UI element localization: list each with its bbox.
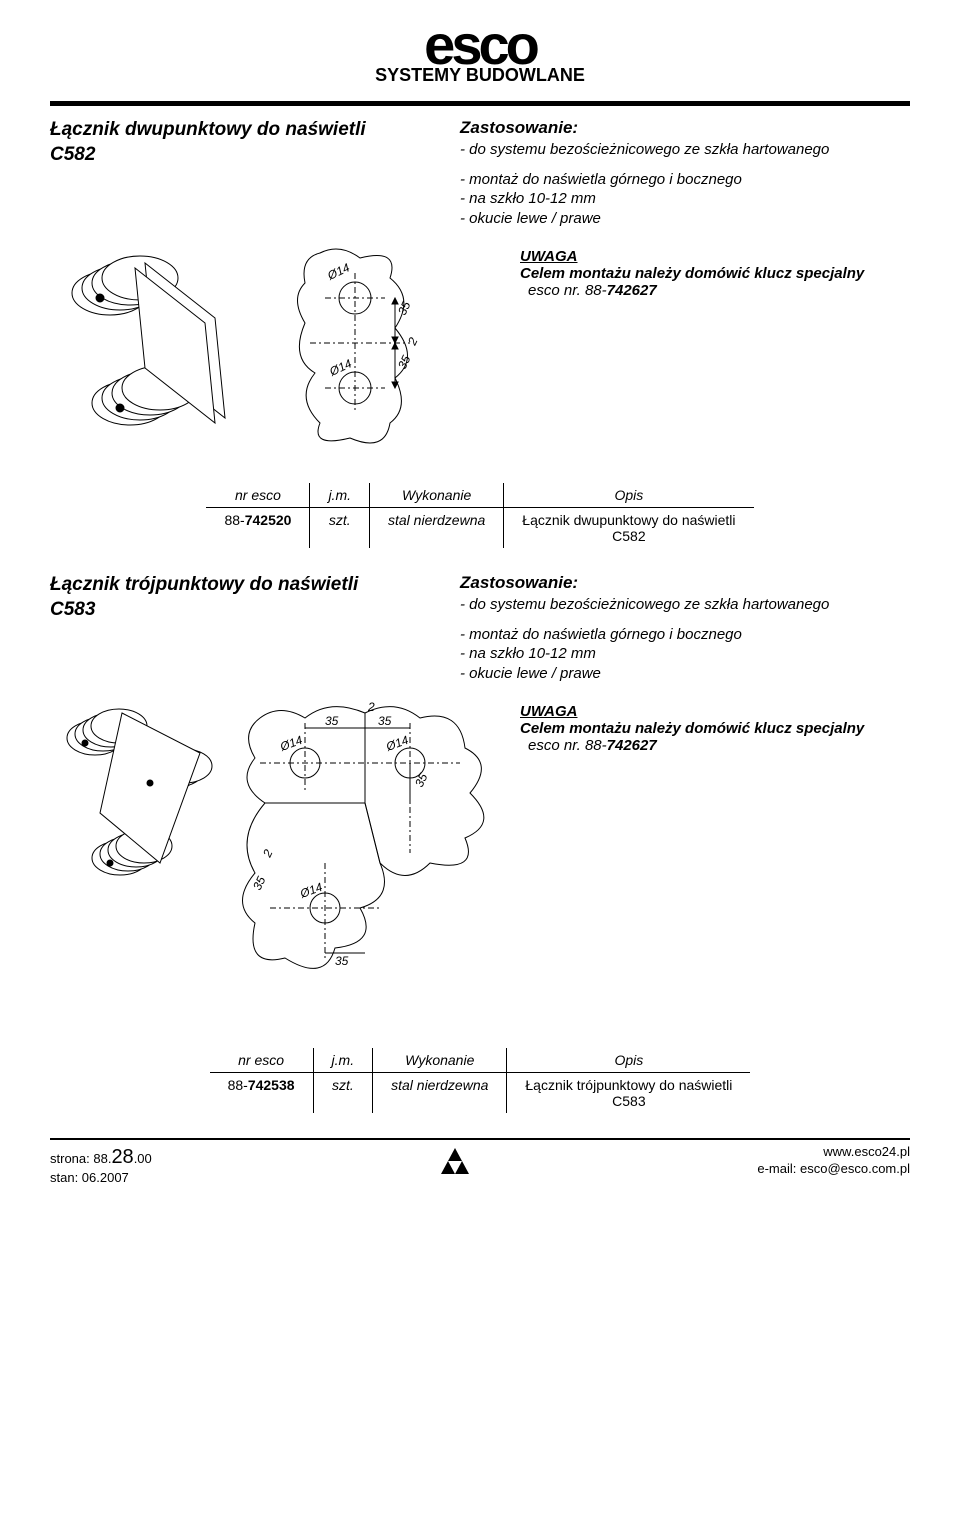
p1-dim-35a: 35 [395,299,413,317]
p1-opis-l1: Łącznik dwupunktowy do naświetli [522,512,735,528]
p1-part-bold: 742520 [245,512,292,528]
p1-dim-2: 2 [405,335,421,348]
footer-mid-icon [440,1144,470,1179]
p2-td-wyk: stal nierdzewna [373,1073,507,1114]
product2-2d: 35 35 2 Ø14 Ø14 35 2 35 Ø14 35 [230,693,520,1028]
product2-block: Łącznik trójpunktowy do naświetli C583 Z… [50,573,910,1113]
p1-td-wyk: stal nierdzewna [370,508,504,549]
header-rule [50,101,910,106]
product2-zast-heading: Zastosowanie: [460,573,910,593]
p2-th-nresco: nr esco [210,1048,313,1073]
product1-note: UWAGA Celem montażu należy domówić klucz… [520,238,910,299]
product2-detail2: - na szkło 10-12 mm [460,644,910,664]
footer-left: strona: 88.28.00 stan: 06.2007 [50,1144,152,1187]
strona-pre: strona: 88. [50,1151,111,1166]
product1-drawings: Ø14 35 Ø14 35 2 UWAGA Celem montażu nale… [50,238,910,463]
product1-note-partno-pre: esco nr. 88- [528,282,607,299]
strona-big: 28 [111,1146,133,1168]
product1-note-part: esco nr. 88-742627 [520,282,910,299]
product2-title: Łącznik trójpunktowy do naświetli C583 [50,573,460,622]
product2-title-l2: C583 [50,599,95,620]
p1-part-pre: 88- [224,512,244,528]
p2-opis-l1: Łącznik trójpunktowy do naświetli [525,1077,732,1093]
product2-drawings: 35 35 2 Ø14 Ø14 35 2 35 Ø14 35 UWAGA Cel… [50,693,910,1028]
product1-detail2: - na szkło 10-12 mm [460,189,910,209]
product2-3d [50,693,230,918]
product2-table: nr esco j.m. Wykonanie Opis 88-742538 sz… [210,1048,751,1113]
p2-dim-35-3: 35 [412,771,430,789]
product2-title-l1: Łącznik trójpunktowy do naświetli [50,574,358,595]
p1-th-opis: Opis [504,483,754,508]
p2-td-jm: szt. [313,1073,373,1114]
strona-post: .00 [134,1151,152,1166]
product1-table: nr esco j.m. Wykonanie Opis 88-742520 sz… [206,483,753,548]
p2-dim-2-2: 2 [260,847,276,860]
product2-note-text: Celem montażu należy domówić klucz specj… [520,720,910,737]
product1-detail1: - montaż do naświetla górnego i bocznego [460,170,910,190]
p1-td-jm: szt. [310,508,370,549]
product1-zast-line: - do systemu bezościeżnicowego ze szkła … [460,140,910,160]
p2-dim-35-2: 35 [378,714,392,728]
p2-d14-1: Ø14 [277,733,304,754]
p2-dim-35-4: 35 [250,874,268,892]
p2-th-wyk: Wykonanie [373,1048,507,1073]
product1-title-l2: C582 [50,144,95,165]
p1-dim-d1: Ø14 [324,261,352,284]
p1-opis-l2: C582 [612,528,645,544]
product2-detail3: - okucie lewe / prawe [460,664,910,684]
p2-part-bold: 742538 [248,1077,295,1093]
product2-note-partno-pre: esco nr. 88- [528,737,607,754]
logo-header: esco SYSTEMY BUDOWLANE [50,20,910,86]
footer-url: www.esco24.pl [823,1144,910,1159]
p2-td-part: 88-742538 [210,1073,313,1114]
footer: strona: 88.28.00 stan: 06.2007 www.esco2… [50,1140,910,1187]
p2-part-pre: 88- [228,1077,248,1093]
p2-d14-3: Ø14 [297,880,324,901]
p2-d14-2: Ø14 [383,733,410,754]
logo-sub: SYSTEMY BUDOWLANE [50,65,910,86]
p2-dim-35-5: 35 [335,954,349,968]
product2-detail1: - montaż do naświetla górnego i bocznego [460,625,910,645]
product1-title: Łącznik dwupunktowy do naświetli C582 [50,118,460,167]
p1-td-part: 88-742520 [206,508,309,549]
footer-right: www.esco24.pl e-mail: esco@esco.com.pl [757,1144,910,1178]
p1-th-nresco: nr esco [206,483,309,508]
product2-desc: Zastosowanie: - do systemu bezościeżnico… [460,573,910,683]
product2-note-part: esco nr. 88-742627 [520,737,910,754]
product1-title-l1: Łącznik dwupunktowy do naświetli [50,119,366,140]
p1-dim-35b: 35 [395,353,413,371]
product2-note-heading: UWAGA [520,703,910,720]
product1-note-heading: UWAGA [520,248,910,265]
p1-dim-d2: Ø14 [326,357,354,380]
logo-main: esco [50,20,910,70]
p1-th-jm: j.m. [310,483,370,508]
product1-desc: Zastosowanie: - do systemu bezościeżnico… [460,118,910,228]
p2-dim-2-1: 2 [367,700,375,714]
product2-note: UWAGA Celem montażu należy domówić klucz… [520,693,910,754]
p2-td-opis: Łącznik trójpunktowy do naświetli C583 [507,1073,751,1114]
product1-2d: Ø14 35 Ø14 35 2 [270,238,520,463]
p2-dim-35-1: 35 [325,714,339,728]
product1-detail3: - okucie lewe / prawe [460,209,910,229]
p2-th-opis: Opis [507,1048,751,1073]
footer-email: e-mail: esco@esco.com.pl [757,1161,910,1176]
stan: stan: 06.2007 [50,1170,129,1185]
product1-zast-heading: Zastosowanie: [460,118,910,138]
product1-note-partno-bold: 742627 [607,282,657,299]
product1-block: Łącznik dwupunktowy do naświetli C582 Za… [50,118,910,548]
p1-td-opis: Łącznik dwupunktowy do naświetli C582 [504,508,754,549]
p2-opis-l2: C583 [612,1093,645,1109]
product1-note-text: Celem montażu należy domówić klucz specj… [520,265,910,282]
product2-zast-line: - do systemu bezościeżnicowego ze szkła … [460,595,910,615]
product2-note-partno-bold: 742627 [607,737,657,754]
product1-3d [50,238,270,463]
p2-th-jm: j.m. [313,1048,373,1073]
p1-th-wyk: Wykonanie [370,483,504,508]
